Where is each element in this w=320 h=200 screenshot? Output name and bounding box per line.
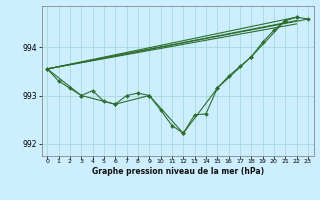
X-axis label: Graphe pression niveau de la mer (hPa): Graphe pression niveau de la mer (hPa) (92, 167, 264, 176)
